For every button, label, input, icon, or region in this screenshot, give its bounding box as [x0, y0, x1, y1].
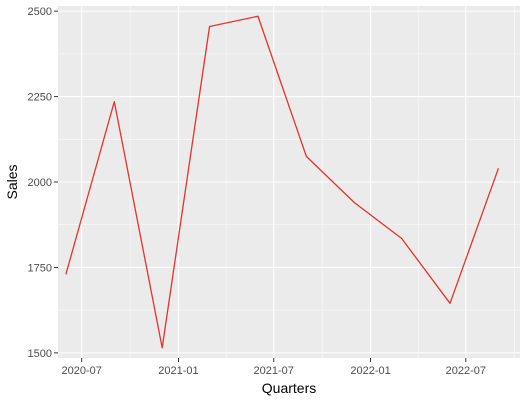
y-tick-label: 2500 [28, 6, 52, 18]
x-tick-label: 2021-07 [254, 365, 294, 377]
x-tick-label: 2021-01 [158, 365, 198, 377]
x-axis-title: Quarters [262, 380, 316, 396]
y-tick-label: 2000 [28, 177, 52, 189]
y-axis-title: Sales [4, 164, 20, 199]
y-tick-label: 1500 [28, 348, 52, 360]
x-tick-label: 2022-01 [350, 365, 390, 377]
y-tick-label: 1750 [28, 262, 52, 274]
x-tick-label: 2020-07 [61, 365, 101, 377]
y-tick-label: 2250 [28, 92, 52, 104]
x-tick-label: 2022-07 [446, 365, 486, 377]
